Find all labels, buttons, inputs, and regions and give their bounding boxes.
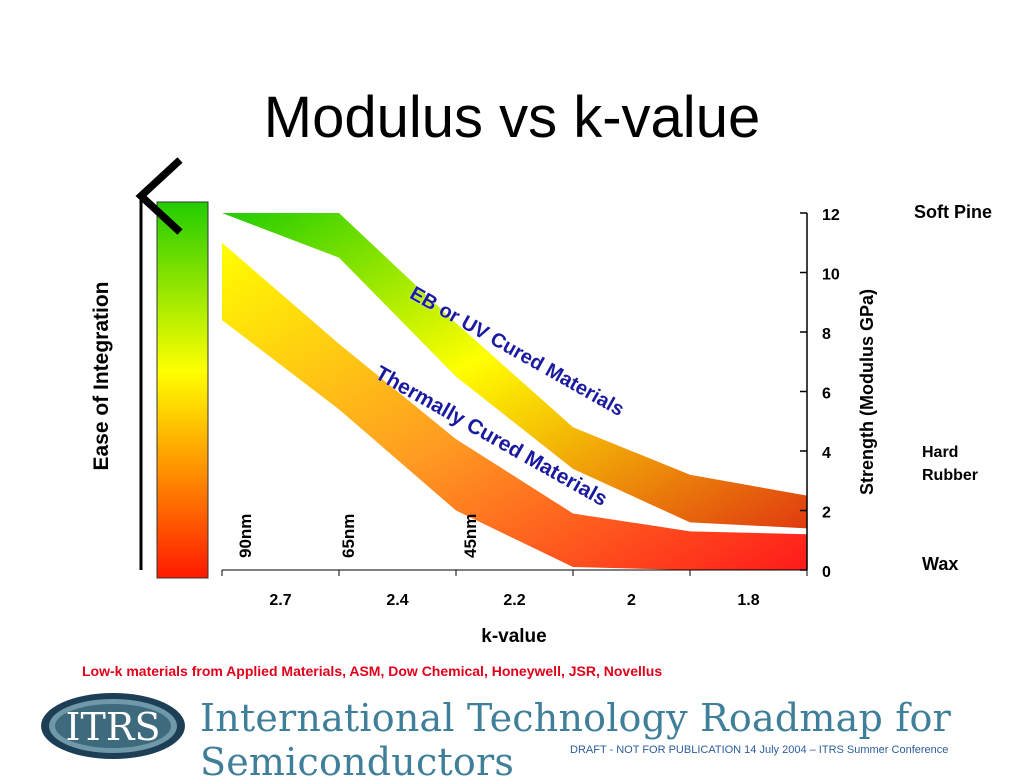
node-label-45nm: 45nm	[461, 514, 480, 558]
hardness-label-hard-rubber-line2: Rubber	[922, 467, 978, 484]
node-label-65nm: 65nm	[339, 514, 358, 558]
x-tick-label: 2.4	[386, 592, 408, 609]
hardness-label-hard-rubber-line1: Hard	[922, 444, 958, 461]
modulus-chart: Ease of Integration 0 2 4 6 8 10 12 2.7 2.4 2.2 2…	[90, 157, 992, 647]
hardness-label-wax: Wax	[922, 554, 958, 574]
y-tick-label: 10	[822, 267, 840, 284]
itrs-globe-logo: ITRS	[41, 693, 185, 759]
hardness-label-soft-pine: Soft Pine	[914, 202, 992, 222]
source-note: Low-k materials from Applied Materials, …	[82, 663, 663, 679]
x-axis-label: k-value	[481, 626, 546, 647]
band-thermally-cured	[222, 242, 807, 570]
x-tick-label: 2	[627, 592, 636, 609]
x-tick-label: 2.2	[503, 592, 525, 609]
y-axis-label: Strength (Modulus GPa)	[857, 289, 877, 495]
y-tick-label: 8	[822, 326, 831, 343]
y-tick-label: 6	[822, 386, 831, 403]
band-eb-uv-cured	[222, 213, 807, 529]
logo-text: ITRS	[66, 705, 161, 749]
x-tick-label: 1.8	[737, 592, 759, 609]
ease-gradient-bar	[156, 201, 209, 579]
footer-brand: International Technology Roadmap for Sem…	[200, 696, 951, 784]
y-tick-label: 4	[822, 445, 831, 462]
ease-axis-label: Ease of Integration	[90, 281, 113, 470]
footer-draft: DRAFT - NOT FOR PUBLICATION 14 July 2004…	[570, 744, 949, 756]
node-label-90nm: 90nm	[236, 514, 255, 558]
y-tick-label: 12	[822, 207, 840, 224]
y-tick-label: 2	[822, 505, 831, 522]
x-tick-label: 2.7	[269, 592, 291, 609]
y-tick-label: 0	[822, 564, 831, 581]
page-title: Modulus vs k-value	[263, 85, 761, 150]
